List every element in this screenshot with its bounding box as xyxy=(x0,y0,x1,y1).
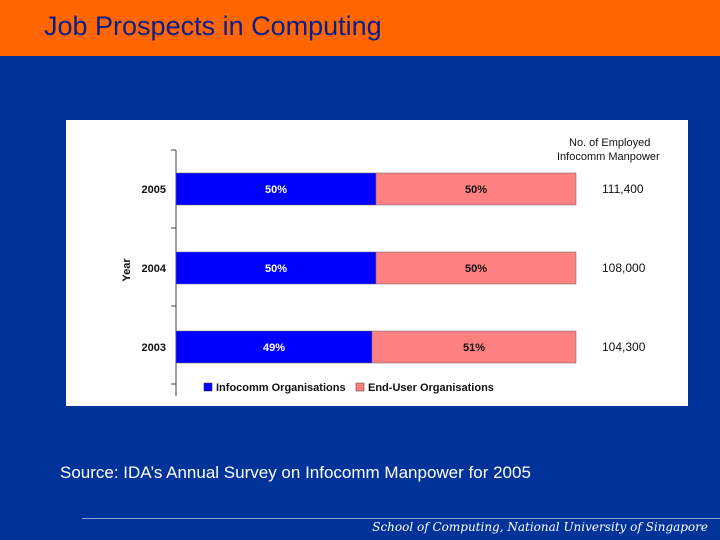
legend-label: End-User Organisations xyxy=(368,382,494,394)
bar-value-label: 50% xyxy=(465,263,487,275)
legend-swatch xyxy=(203,382,213,392)
category-label: 2004 xyxy=(142,263,167,275)
category-label: 2005 xyxy=(142,184,166,196)
right-header-line-1: No. of Employed xyxy=(569,137,650,149)
legend-label: Infocomm Organisations xyxy=(216,382,346,394)
bar-value-label: 50% xyxy=(465,184,487,196)
bar-end-user xyxy=(375,251,577,285)
bar-infocomm xyxy=(175,330,373,364)
bar-end-user xyxy=(371,330,577,364)
stacked-bar-chart: Year No. of Employed Infocomm Manpower 2… xyxy=(121,137,660,396)
bar-value-label: 49% xyxy=(263,342,285,354)
bar-value-label: 50% xyxy=(265,184,287,196)
y-axis-label: Year xyxy=(121,258,133,282)
chart-panel: Year No. of Employed Infocomm Manpower 2… xyxy=(66,120,688,406)
source-note: Source: IDA’s Annual Survey on Infocomm … xyxy=(60,463,531,482)
footer-institution: School of Computing, National University… xyxy=(372,520,708,534)
bar-end-user xyxy=(375,172,577,206)
footer-divider xyxy=(82,518,720,519)
manpower-value: 111,400 xyxy=(602,182,644,196)
bar-infocomm xyxy=(175,172,377,206)
bar-infocomm xyxy=(175,251,377,285)
bar-value-label: 51% xyxy=(463,342,485,354)
manpower-value: 108,000 xyxy=(602,261,646,275)
right-header-line-2: Infocomm Manpower xyxy=(557,151,660,163)
bar-value-label: 50% xyxy=(265,263,287,275)
slide-title: Job Prospects in Computing xyxy=(44,11,382,41)
legend-swatch xyxy=(355,382,365,392)
title-bar: Job Prospects in Computing xyxy=(0,0,720,56)
manpower-value: 104,300 xyxy=(602,340,646,354)
category-label: 2003 xyxy=(142,342,166,354)
